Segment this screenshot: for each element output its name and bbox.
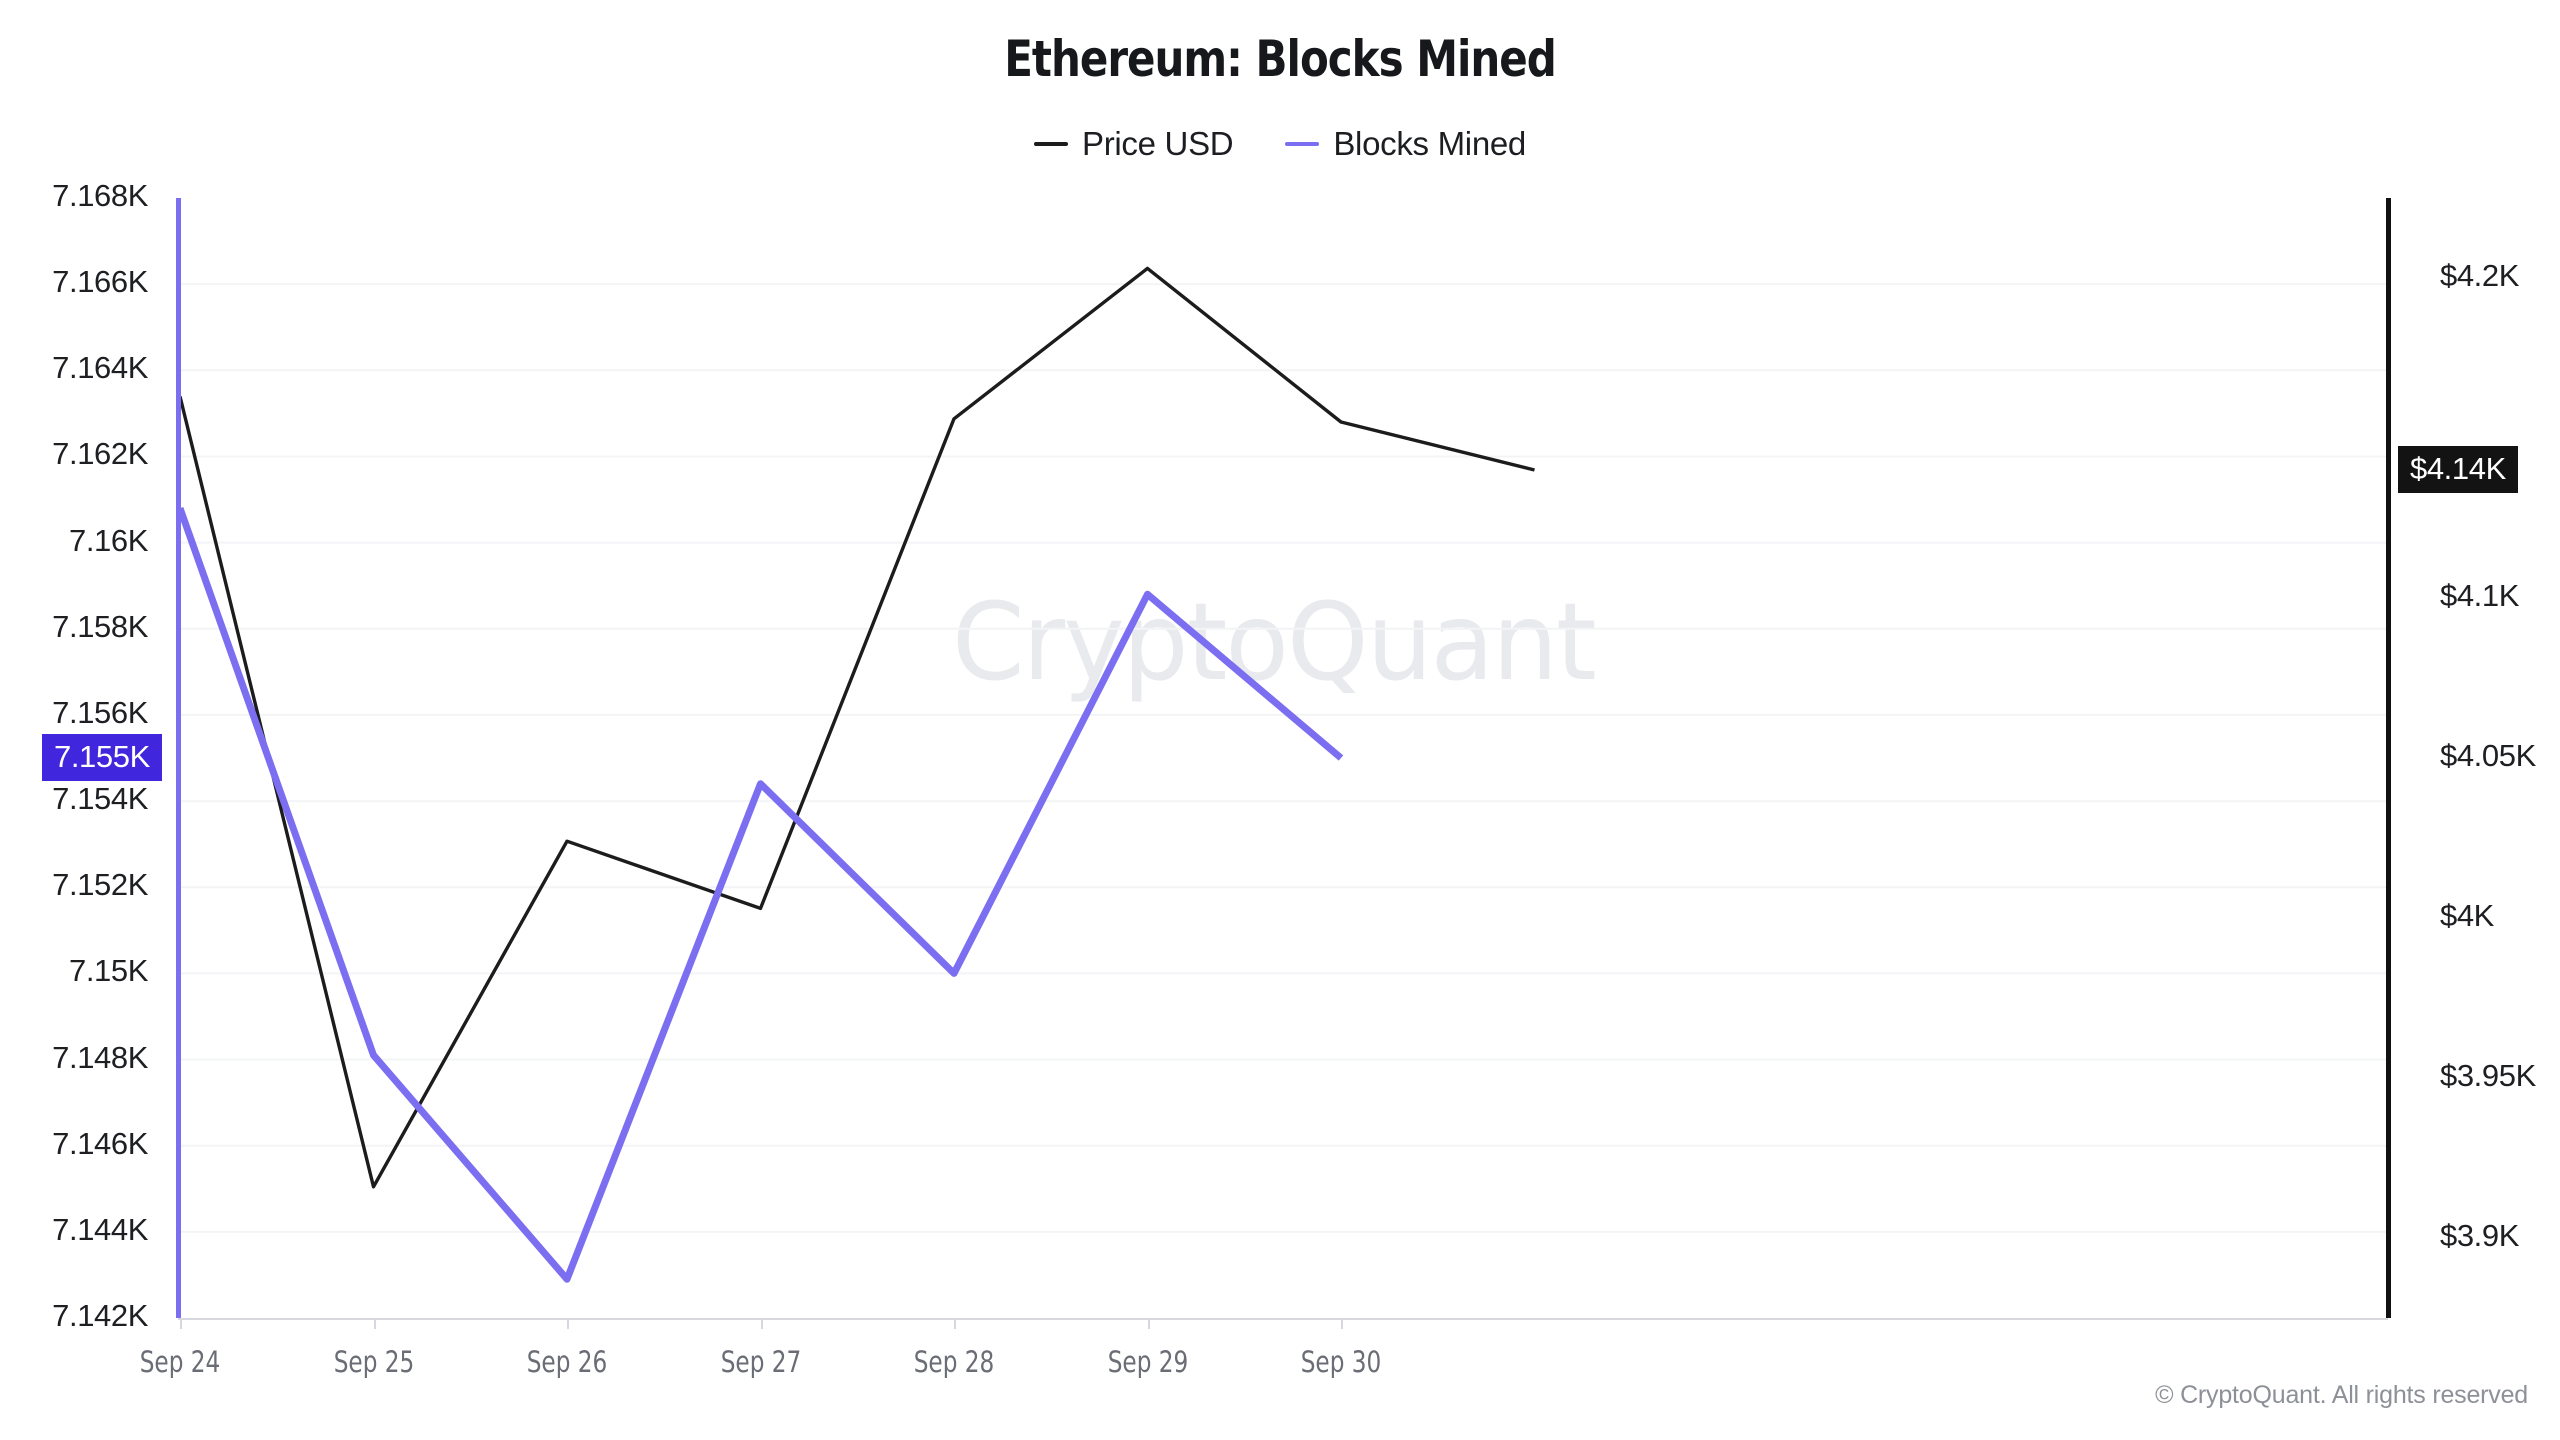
x-axis-tick-label: Sep 25 [333,1345,414,1379]
x-axis-tick-label: Sep 28 [913,1345,995,1379]
x-axis-tick-label: Sep 27 [720,1345,801,1379]
legend-label-price-usd: Price USD [1082,125,1234,162]
left-axis-tick: 7.148K [52,1039,148,1075]
left-axis-tick: 7.146K [52,1125,148,1161]
right-axis-tick: $4.05K [2440,738,2536,773]
chart-plot-svg [176,266,2388,1283]
legend-item-price-usd[interactable]: Price USD [1034,125,1234,163]
left-axis-tick: 7.158K [52,608,148,644]
x-axis-tick-mark [373,1318,376,1329]
x-axis-tick-label: Sep 24 [139,1345,221,1379]
x-axis-tick-mark [1147,1318,1150,1329]
x-axis-tick-mark [954,1318,956,1329]
x-axis-tick-label: Sep 29 [1107,1345,1188,1379]
chart-legend: Price USD Blocks Mined [0,125,2560,163]
left-axis-tick: 7.15K [68,953,148,989]
x-axis-tick-mark [180,1318,182,1329]
x-axis-tick-label: Sep 30 [1300,1345,1382,1379]
left-axis-tick: 7.144K [52,1211,148,1247]
legend-swatch-blocks-mined [1285,142,1320,146]
left-axis-tick: 7.16K [68,522,148,558]
series-line-price-usd [178,266,1535,1189]
right-axis-highlight-badge: $4.14K [2398,446,2518,493]
right-axis-tick: $4.1K [2440,578,2520,613]
right-axis-line [2386,198,2391,1318]
left-axis-highlight-badge: 7.155K [42,734,162,781]
left-axis-tick: 7.152K [52,867,148,903]
x-axis-baseline [178,1318,2388,1320]
right-axis-tick: $4.2K [2440,258,2520,293]
series-line-blocks-mined [176,507,1344,1283]
legend-swatch-price-usd [1034,142,1068,146]
copyright-notice: © CryptoQuant. All rights reserved [2155,1381,2528,1409]
left-axis-tick: 7.156K [52,694,148,730]
left-axis-tick: 7.168K [52,178,148,213]
plot-area: CryptoQuant [176,198,2388,1318]
left-axis-tick: 7.166K [52,264,148,300]
x-axis-tick-mark [567,1318,569,1329]
left-axis-tick: 7.162K [52,436,148,472]
x-axis-tick-label: Sep 26 [526,1345,608,1379]
left-axis-tick: 7.164K [52,350,148,386]
right-axis-tick: $3.95K [2440,1058,2536,1093]
left-axis-tick: 7.154K [52,781,148,817]
left-axis-tick: 7.142K [52,1298,148,1333]
page-title: Ethereum: Blocks Mined [1004,30,1557,88]
right-axis-tick: $3.9K [2440,1218,2520,1253]
legend-label-blocks-mined: Blocks Mined [1333,125,1526,162]
x-axis-tick-mark [1341,1318,1343,1329]
legend-item-blocks-mined[interactable]: Blocks Mined [1285,125,1526,163]
x-axis-tick-mark [760,1318,763,1329]
left-axis-line [176,198,181,1318]
right-axis-tick: $4K [2440,898,2494,933]
